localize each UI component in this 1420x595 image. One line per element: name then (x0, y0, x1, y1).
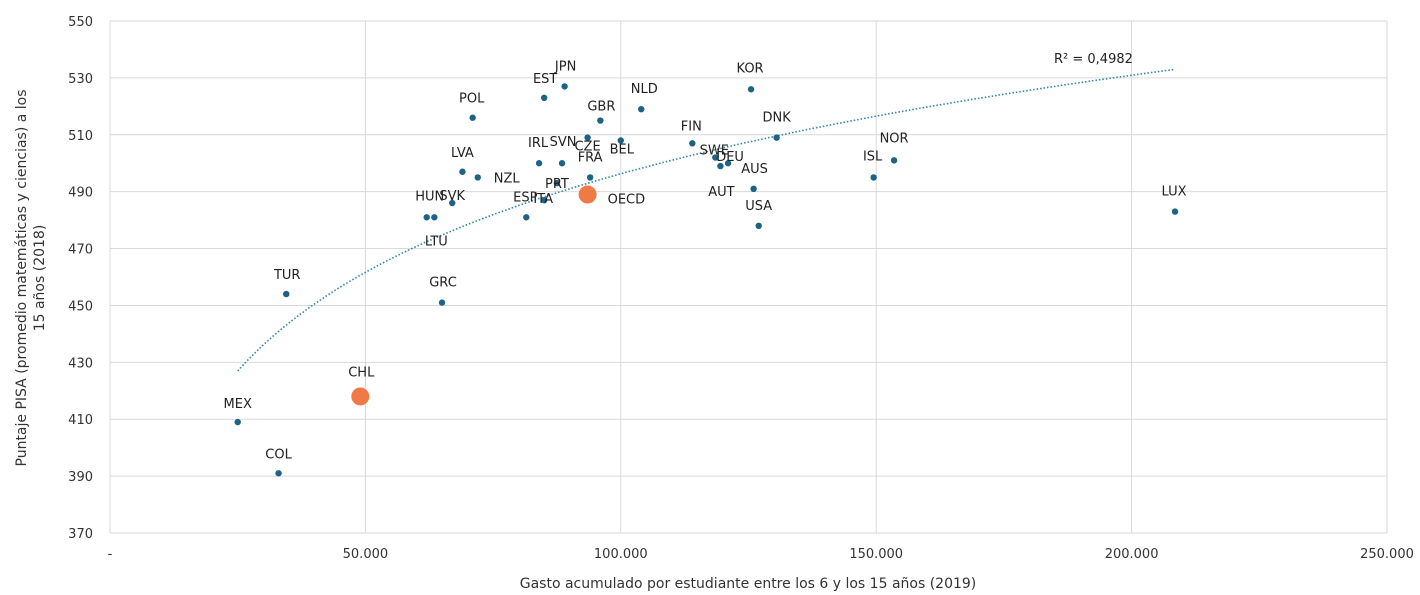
point-mex (234, 418, 241, 426)
point-nzl (474, 174, 481, 181)
point-label-est: EST (533, 72, 557, 87)
x-axis-tick-labels: - 50.000 100.000 150.000 200.000 250.000 (108, 547, 1414, 562)
point-label-mex: MEX (224, 397, 252, 412)
point-fin (689, 140, 696, 147)
y-axis-label-line-1: Puntaje PISA (promedio matemáticas y cie… (14, 89, 30, 466)
point-label-bel: BEL (610, 142, 635, 157)
point-label-pol: POL (459, 92, 485, 107)
point-label-aus: AUS (741, 162, 768, 177)
point-label-tur: TUR (273, 268, 301, 283)
r-squared-annotation: R² = 0,4982 (1054, 52, 1133, 67)
x-axis-label: Gasto acumulado por estudiante entre los… (520, 576, 977, 592)
point-cze (584, 134, 591, 141)
point-label-hun: HUN (415, 189, 444, 204)
point-label-jpn: JPN (554, 59, 576, 74)
x-tick-label: 250.000 (1360, 547, 1414, 562)
y-tick-label: 550 (68, 15, 93, 30)
y-tick-label: 430 (68, 356, 93, 371)
point-svk (449, 199, 456, 207)
y-tick-label: 510 (68, 129, 93, 144)
point-prt (553, 179, 561, 187)
point-label-swe: SWE (700, 144, 729, 159)
point-irl (535, 160, 543, 167)
point-label-col: COL (265, 447, 292, 462)
point-label-deu: DEU (716, 150, 744, 165)
point-est (540, 94, 548, 102)
y-axis-tick-labels: 370 390 410 430 450 470 490 510 530 550 (68, 15, 93, 542)
point-label-fin: FIN (681, 119, 702, 134)
point-jpn (561, 83, 568, 90)
trendline (237, 68, 1176, 372)
point-label-svk: SVK (439, 189, 465, 204)
point-label-esp: ESP (513, 190, 537, 205)
point-isl (870, 174, 877, 181)
point-label-nor: NOR (880, 131, 909, 146)
point-label-nld: NLD (631, 82, 658, 97)
point-gbr (597, 117, 604, 124)
point-label-gbr: GBR (587, 100, 615, 115)
point-ita (540, 197, 548, 204)
point-aus (750, 185, 757, 193)
point-esp (523, 214, 530, 221)
y-tick-label: 530 (68, 72, 93, 87)
y-axis-label: Puntaje PISA (promedio matemáticas y cie… (14, 89, 48, 466)
point-tur (283, 290, 290, 298)
point-label-prt: PRT (545, 177, 569, 192)
point-label-ita: ITA (533, 192, 553, 207)
point-label-lux: LUX (1162, 185, 1187, 200)
point-hun (423, 214, 430, 221)
point-label-aut: AUT (708, 185, 734, 200)
point-label-grc: GRC (429, 276, 457, 291)
point-label-nzl: NZL (494, 171, 521, 186)
point-label-chl: CHL (348, 365, 375, 380)
point-label-lva: LVA (451, 146, 474, 161)
point-lva (459, 168, 466, 175)
point-grc (438, 299, 446, 306)
point-fra (586, 174, 594, 181)
point-aut (717, 162, 724, 170)
y-tick-label: 410 (68, 413, 93, 428)
point-svn (558, 160, 566, 167)
y-tick-label: 450 (68, 299, 93, 314)
point-chl (351, 387, 370, 406)
point-dnk (773, 134, 780, 141)
y-tick-label: 470 (68, 243, 93, 258)
point-label-ltu: LTU (425, 234, 448, 249)
point-label-irl: IRL (528, 136, 549, 151)
point-swe (712, 154, 719, 161)
point-kor (747, 86, 755, 93)
point-oecd (578, 185, 597, 204)
point-label-isl: ISL (863, 149, 883, 164)
x-tick-label: 200.000 (1105, 547, 1159, 562)
x-tick-label: 150.000 (849, 547, 903, 562)
point-deu (724, 160, 732, 167)
point-pol (469, 114, 476, 121)
gridlines (109, 20, 1388, 534)
data-points (234, 83, 1179, 477)
point-label-oecd: OECD (608, 193, 646, 208)
point-col (275, 470, 282, 477)
point-label-cze: CZE (574, 140, 600, 155)
x-tick-label: 50.000 (343, 547, 389, 562)
point-label-dnk: DNK (762, 111, 791, 126)
point-nld (638, 105, 645, 113)
point-ltu (431, 214, 438, 221)
point-label-fra: FRA (578, 150, 603, 165)
point-label-svn: SVN (550, 135, 577, 150)
y-axis-label-line-2: 15 años (2018) (32, 225, 48, 332)
point-nor (890, 157, 898, 164)
x-tick-label: - (108, 547, 113, 562)
y-tick-label: 390 (68, 470, 93, 485)
point-labels: MEX COL TUR CHL HUN LTU GRC SVK LVA POL NZL ESP IRL I… (224, 59, 1187, 462)
y-tick-label: 370 (68, 527, 93, 542)
y-tick-label: 490 (68, 186, 93, 201)
point-lux (1171, 208, 1179, 215)
point-label-kor: KOR (737, 61, 764, 76)
x-tick-label: 100.000 (594, 547, 648, 562)
point-usa (755, 222, 762, 229)
point-bel (617, 137, 624, 144)
point-label-usa: USA (745, 199, 772, 214)
